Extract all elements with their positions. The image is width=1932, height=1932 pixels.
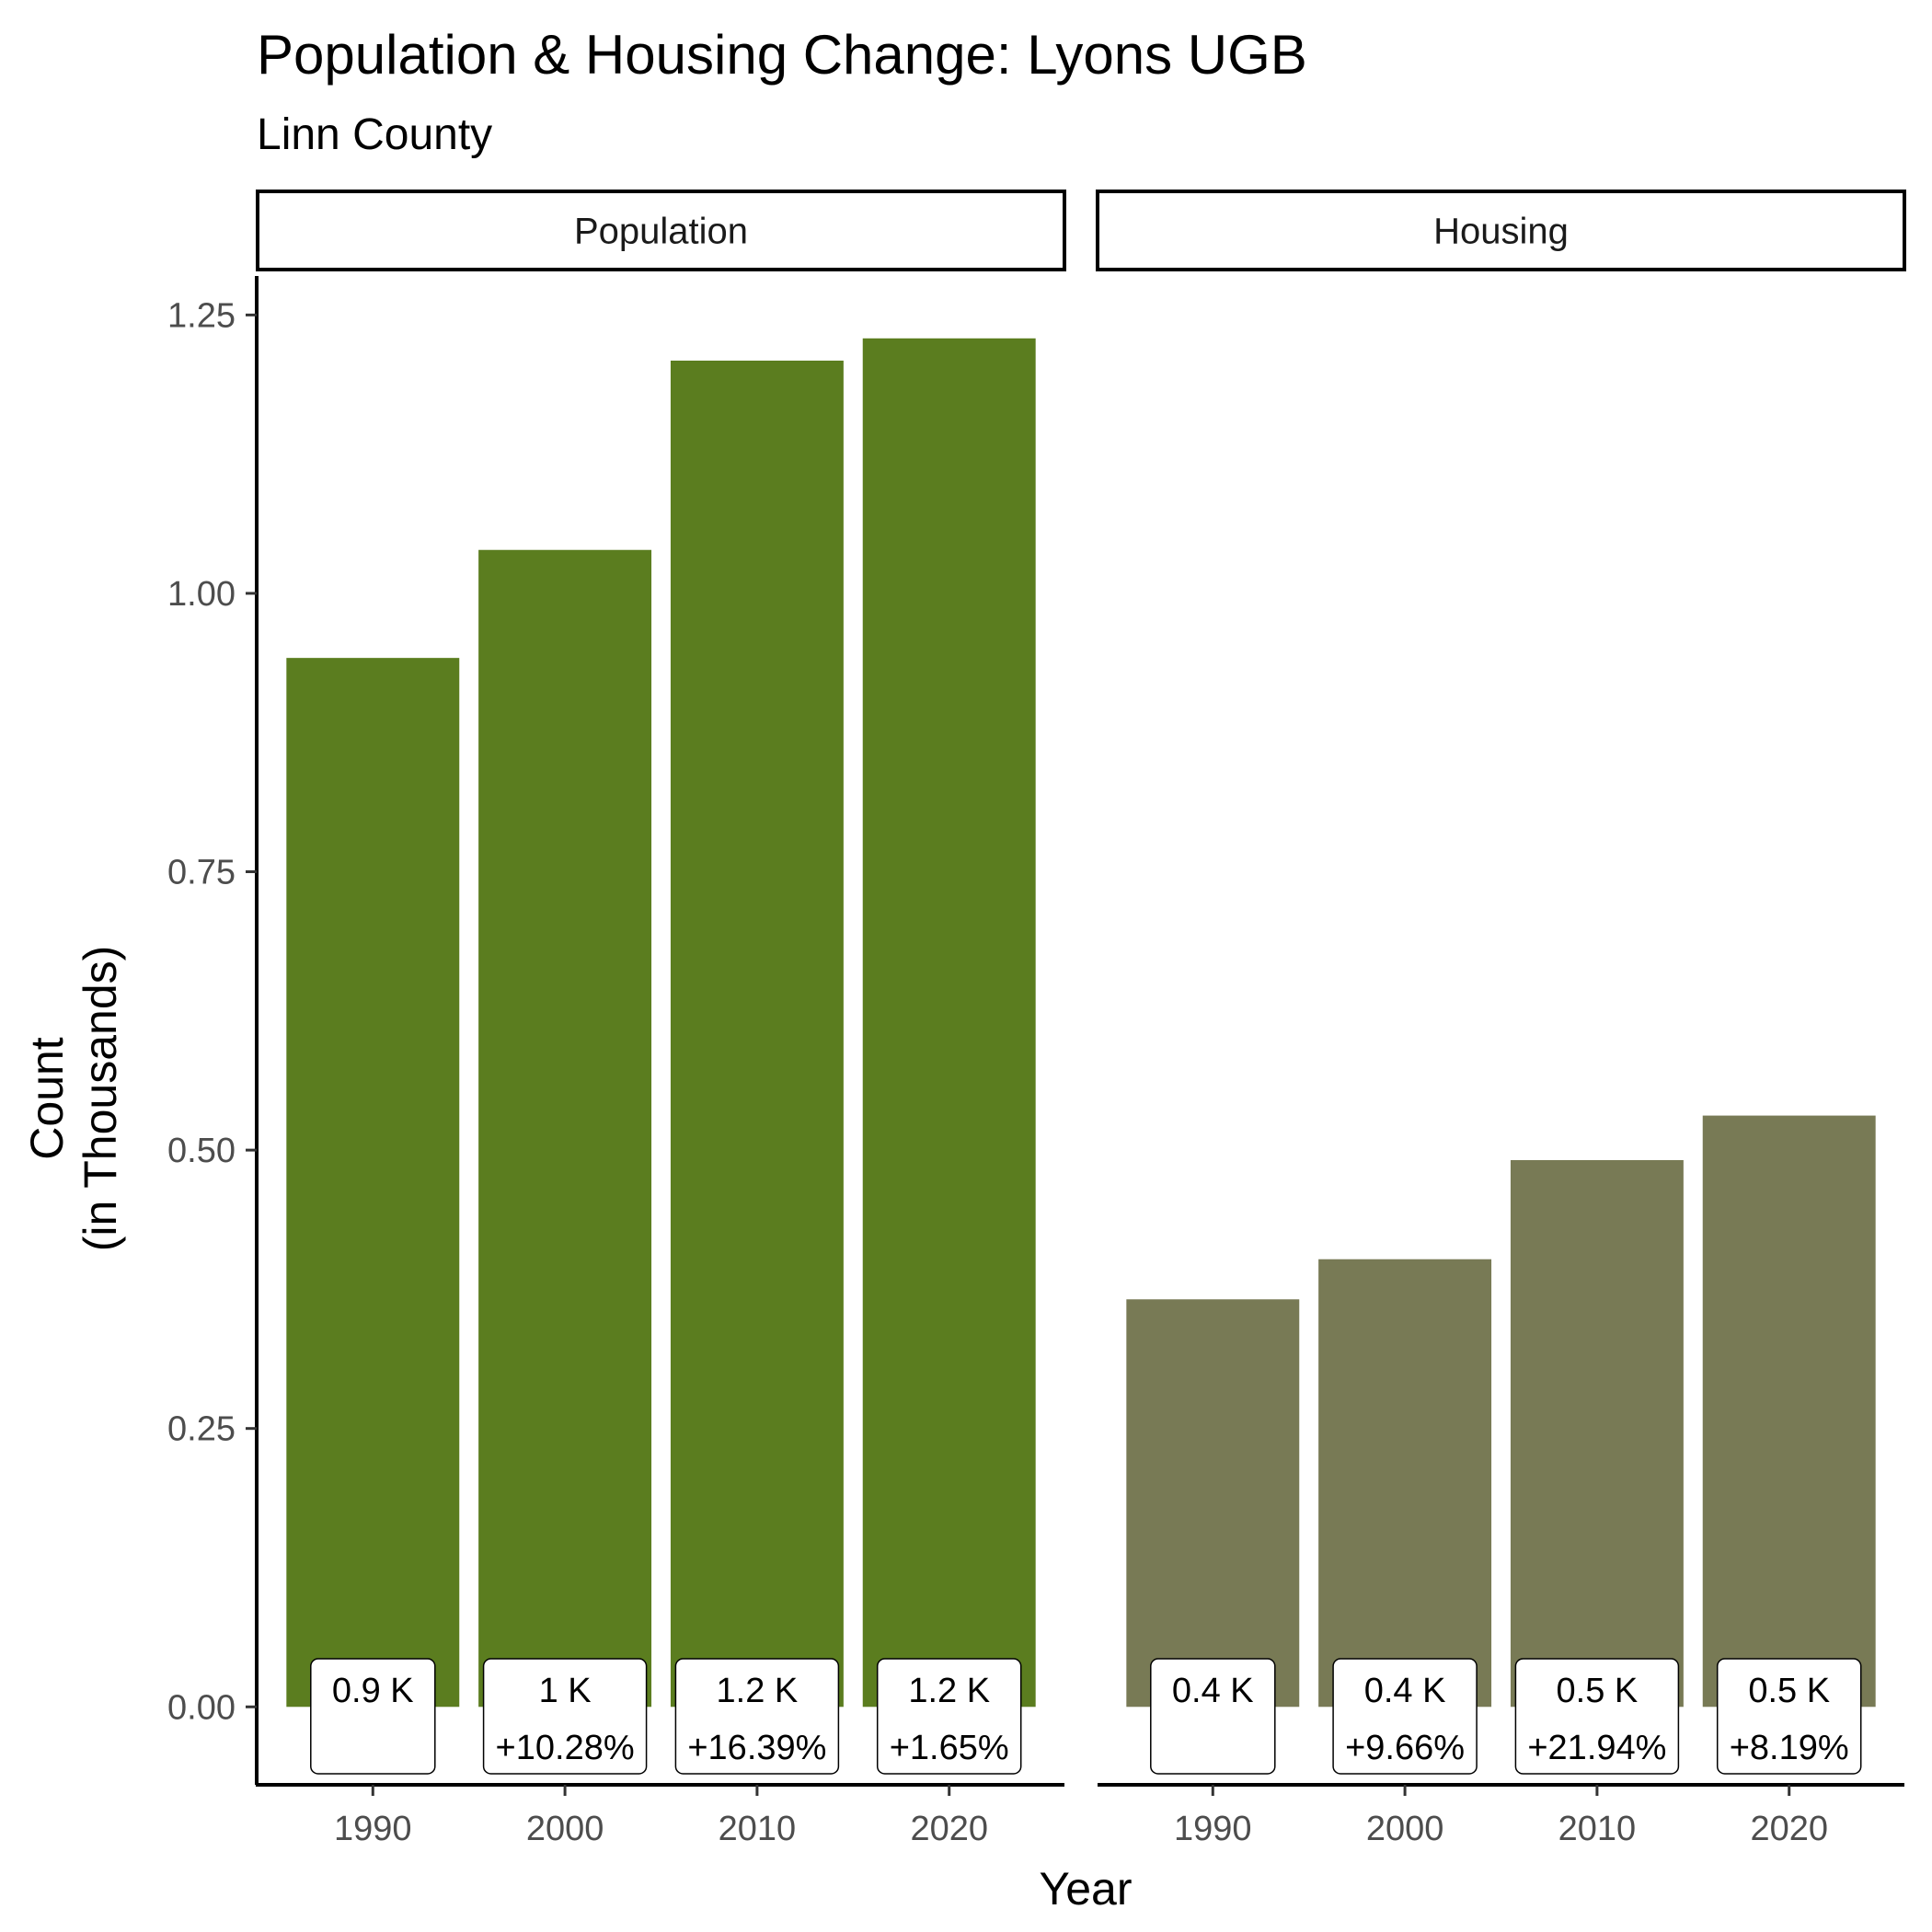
change-label: +8.19% bbox=[1730, 1729, 1849, 1767]
bar bbox=[1126, 1299, 1300, 1708]
y-tick-label: 0.00 bbox=[167, 1688, 236, 1727]
facet-strip bbox=[256, 190, 1066, 271]
x-tick-label: 1990 bbox=[334, 1810, 412, 1848]
bar bbox=[1318, 1259, 1492, 1708]
change-label: +9.66% bbox=[1345, 1729, 1465, 1767]
y-tick-label: 1.00 bbox=[167, 575, 236, 614]
x-tick-label: 2010 bbox=[719, 1810, 797, 1848]
facet-strip-label: Housing bbox=[1433, 212, 1569, 252]
data-label-box bbox=[310, 1658, 436, 1775]
bar bbox=[862, 338, 1036, 1708]
value-label: 0.4 K bbox=[1364, 1672, 1446, 1710]
bar bbox=[478, 549, 652, 1708]
y-tick-label: 0.25 bbox=[167, 1410, 236, 1449]
data-label-box bbox=[674, 1658, 840, 1775]
value-label: 0.5 K bbox=[1557, 1672, 1639, 1710]
x-tick-label: 2000 bbox=[526, 1810, 604, 1848]
x-tick-label: 2010 bbox=[1558, 1810, 1637, 1848]
data-label-box bbox=[482, 1658, 648, 1775]
x-tick-label: 2000 bbox=[1366, 1810, 1444, 1848]
facet-strip bbox=[1096, 190, 1906, 271]
facet-strip-label: Population bbox=[574, 212, 748, 252]
chart-subtitle: Linn County bbox=[257, 110, 492, 159]
value-label: 0.5 K bbox=[1748, 1672, 1830, 1710]
value-label: 1 K bbox=[539, 1672, 592, 1710]
data-label-box bbox=[1716, 1658, 1862, 1775]
y-tick-label: 0.50 bbox=[167, 1132, 236, 1170]
plot-layer: 0.00 0.25 0.50 0.75 1.00 1.25 Population 0.9 K 1… bbox=[167, 190, 1906, 1848]
y-axis-title-line-2: (in Thousands) bbox=[75, 946, 126, 1252]
y-tick-label: 0.75 bbox=[167, 854, 236, 892]
data-label-box bbox=[1332, 1658, 1478, 1775]
change-label: +10.28% bbox=[496, 1729, 635, 1767]
value-label: 1.2 K bbox=[717, 1672, 799, 1710]
y-axis-title-line-1: Count bbox=[21, 1037, 73, 1160]
data-label-box bbox=[876, 1658, 1022, 1775]
change-label: +16.39% bbox=[687, 1729, 826, 1767]
value-label: 0.4 K bbox=[1172, 1672, 1254, 1710]
change-label: +21.94% bbox=[1527, 1729, 1666, 1767]
y-tick-label: 1.25 bbox=[167, 296, 236, 335]
x-tick-label: 1990 bbox=[1174, 1810, 1252, 1848]
value-label: 0.9 K bbox=[332, 1672, 414, 1710]
bar bbox=[1510, 1160, 1684, 1708]
x-tick-label: 2020 bbox=[910, 1810, 988, 1848]
x-tick-label: 2020 bbox=[1750, 1810, 1828, 1848]
data-label-box bbox=[1150, 1658, 1276, 1775]
change-label: +1.65% bbox=[890, 1729, 1009, 1767]
x-axis-title: Year bbox=[1039, 1863, 1132, 1915]
bar bbox=[286, 658, 460, 1708]
bar bbox=[670, 360, 844, 1708]
data-label-box bbox=[1514, 1658, 1680, 1775]
value-label: 1.2 K bbox=[908, 1672, 990, 1710]
chart-title: Population & Housing Change: Lyons UGB bbox=[257, 24, 1307, 86]
bar bbox=[1702, 1115, 1876, 1708]
